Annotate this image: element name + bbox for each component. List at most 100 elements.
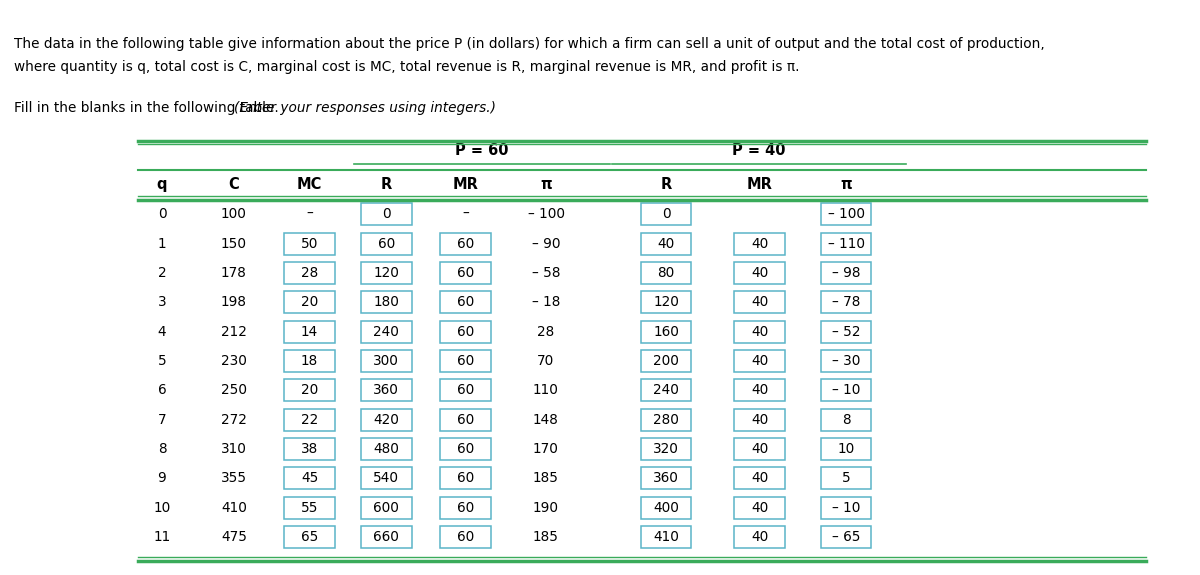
- Text: 40: 40: [751, 296, 768, 309]
- Text: 60: 60: [457, 472, 474, 485]
- Text: 250: 250: [221, 384, 247, 397]
- Text: 198: 198: [221, 296, 247, 309]
- Text: – 110: – 110: [828, 236, 864, 251]
- Text: P = 40: P = 40: [732, 143, 786, 159]
- Text: 10: 10: [154, 501, 170, 515]
- Text: 38: 38: [301, 442, 318, 456]
- Text: 5: 5: [841, 472, 851, 485]
- Text: C: C: [229, 178, 239, 193]
- Text: 50: 50: [301, 236, 318, 251]
- Text: 600: 600: [373, 501, 400, 515]
- Text: 60: 60: [457, 384, 474, 397]
- Text: 120: 120: [653, 296, 679, 309]
- Text: 0: 0: [661, 207, 671, 221]
- Text: 0: 0: [157, 207, 167, 221]
- Text: 300: 300: [373, 354, 400, 368]
- Text: 120: 120: [373, 266, 400, 280]
- Text: 185: 185: [533, 530, 559, 544]
- Text: 6: 6: [157, 384, 167, 397]
- Text: – 90: – 90: [532, 236, 560, 251]
- Text: 40: 40: [751, 442, 768, 456]
- Text: 540: 540: [373, 472, 400, 485]
- Text: 60: 60: [457, 530, 474, 544]
- Text: 40: 40: [751, 384, 768, 397]
- Text: 1: 1: [157, 236, 167, 251]
- Text: – 58: – 58: [532, 266, 560, 280]
- Text: 190: 190: [533, 501, 559, 515]
- Text: 40: 40: [751, 501, 768, 515]
- Text: 20: 20: [301, 384, 318, 397]
- Text: 60: 60: [457, 501, 474, 515]
- Text: 0: 0: [382, 207, 391, 221]
- Text: 40: 40: [751, 530, 768, 544]
- Text: 10: 10: [838, 442, 854, 456]
- Text: – 30: – 30: [832, 354, 860, 368]
- Text: 420: 420: [373, 413, 400, 427]
- Text: –: –: [462, 207, 469, 221]
- Text: 240: 240: [653, 384, 679, 397]
- Text: 11: 11: [154, 530, 170, 544]
- Text: 230: 230: [221, 354, 247, 368]
- Text: – 78: – 78: [832, 296, 860, 309]
- Text: 40: 40: [751, 236, 768, 251]
- Text: 100: 100: [221, 207, 247, 221]
- Text: 60: 60: [457, 266, 474, 280]
- Text: 2: 2: [157, 266, 167, 280]
- Text: 360: 360: [373, 384, 400, 397]
- Text: 40: 40: [751, 472, 768, 485]
- Text: MC: MC: [296, 178, 323, 193]
- Text: 400: 400: [653, 501, 679, 515]
- Text: 320: 320: [653, 442, 679, 456]
- Text: 60: 60: [457, 236, 474, 251]
- Text: 180: 180: [373, 296, 400, 309]
- Text: 272: 272: [221, 413, 247, 427]
- Text: 475: 475: [221, 530, 247, 544]
- Text: 212: 212: [221, 325, 247, 339]
- Text: –: –: [306, 207, 313, 221]
- Text: 40: 40: [751, 354, 768, 368]
- Text: 110: 110: [533, 384, 559, 397]
- Text: – 98: – 98: [832, 266, 860, 280]
- Text: MR: MR: [452, 178, 479, 193]
- Text: 410: 410: [653, 530, 679, 544]
- Text: R: R: [380, 178, 392, 193]
- Text: 8: 8: [841, 413, 851, 427]
- Text: 28: 28: [538, 325, 554, 339]
- Text: 40: 40: [751, 266, 768, 280]
- Text: π: π: [840, 178, 852, 193]
- Text: 150: 150: [221, 236, 247, 251]
- Text: – 65: – 65: [832, 530, 860, 544]
- Text: 8: 8: [157, 442, 167, 456]
- Text: 280: 280: [653, 413, 679, 427]
- Text: 480: 480: [373, 442, 400, 456]
- Text: 65: 65: [301, 530, 318, 544]
- Text: (Enter your responses using integers.): (Enter your responses using integers.): [234, 101, 496, 114]
- Text: 3: 3: [157, 296, 167, 309]
- Text: 70: 70: [538, 354, 554, 368]
- Text: 4: 4: [157, 325, 167, 339]
- Text: where quantity is q, total cost is C, marginal cost is MC, total revenue is R, m: where quantity is q, total cost is C, ma…: [14, 60, 800, 74]
- Text: R: R: [660, 178, 672, 193]
- Text: 55: 55: [301, 501, 318, 515]
- Text: MR: MR: [746, 178, 773, 193]
- Text: 22: 22: [301, 413, 318, 427]
- Text: The data in the following table give information about the price P (in dollars) : The data in the following table give inf…: [14, 37, 1045, 51]
- Text: 200: 200: [653, 354, 679, 368]
- Text: – 100: – 100: [528, 207, 564, 221]
- Text: 240: 240: [373, 325, 400, 339]
- Text: 160: 160: [653, 325, 679, 339]
- Text: 80: 80: [658, 266, 674, 280]
- Text: – 52: – 52: [832, 325, 860, 339]
- Text: 410: 410: [221, 501, 247, 515]
- Text: 40: 40: [751, 325, 768, 339]
- Text: P = 60: P = 60: [455, 143, 509, 159]
- Text: – 10: – 10: [832, 384, 860, 397]
- Text: 178: 178: [221, 266, 247, 280]
- Text: 660: 660: [373, 530, 400, 544]
- Text: 20: 20: [301, 296, 318, 309]
- Text: 60: 60: [457, 325, 474, 339]
- Text: Fill in the blanks in the following table.: Fill in the blanks in the following tabl…: [14, 101, 283, 114]
- Text: 148: 148: [533, 413, 559, 427]
- Text: 40: 40: [751, 413, 768, 427]
- Text: 60: 60: [378, 236, 395, 251]
